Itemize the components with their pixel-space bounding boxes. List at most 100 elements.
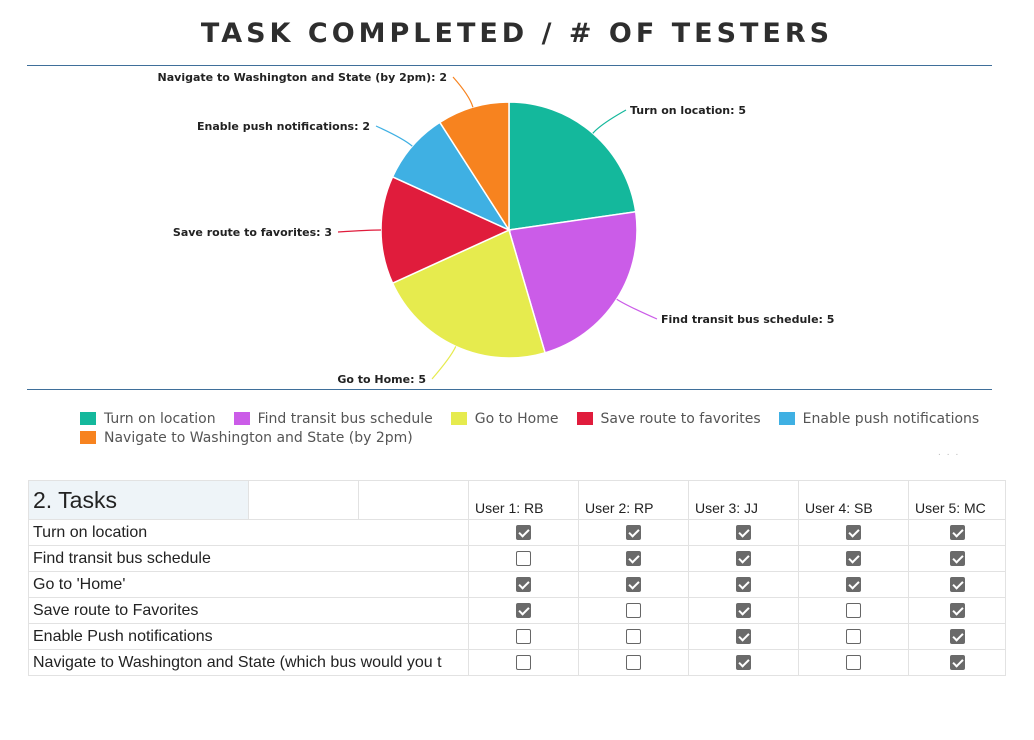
slice-label: Save route to favorites: 3 bbox=[173, 226, 332, 239]
check-cell bbox=[688, 649, 799, 676]
check-cell bbox=[908, 519, 1006, 546]
task-name: Go to 'Home' bbox=[28, 571, 469, 598]
unchecked-checkbox[interactable] bbox=[846, 602, 861, 618]
task-name: Navigate to Washington and State (which … bbox=[28, 649, 469, 676]
legend-item: Enable push notifications bbox=[778, 410, 979, 427]
slice-label: Navigate to Washington and State (by 2pm… bbox=[158, 71, 447, 84]
checked-checkbox[interactable] bbox=[846, 576, 861, 592]
chart-legend: Turn on location Find transit bus schedul… bbox=[80, 410, 980, 448]
check-cell bbox=[578, 649, 689, 676]
table-row: Navigate to Washington and State (which … bbox=[28, 649, 1006, 676]
checked-checkbox[interactable] bbox=[626, 524, 641, 540]
check-cell bbox=[468, 545, 579, 572]
user-column-header: User 3: JJ bbox=[688, 480, 799, 520]
check-cell bbox=[578, 597, 689, 624]
check-cell bbox=[798, 649, 909, 676]
task-name: Find transit bus schedule bbox=[28, 545, 469, 572]
legend-swatch bbox=[576, 412, 593, 425]
pie-slice bbox=[508, 101, 637, 231]
check-cell bbox=[468, 571, 579, 598]
table-row: Find transit bus schedule bbox=[28, 545, 1006, 572]
legend-item: Go to Home bbox=[450, 410, 559, 427]
slice-label: Turn on location: 5 bbox=[630, 104, 746, 117]
check-cell bbox=[468, 597, 579, 624]
check-cell bbox=[798, 623, 909, 650]
checked-checkbox[interactable] bbox=[516, 524, 531, 540]
unchecked-checkbox[interactable] bbox=[846, 654, 861, 670]
check-cell bbox=[578, 545, 689, 572]
slice-label: Find transit bus schedule: 5 bbox=[661, 313, 834, 326]
checked-checkbox[interactable] bbox=[736, 524, 751, 540]
unchecked-checkbox[interactable] bbox=[626, 602, 641, 618]
checked-checkbox[interactable] bbox=[516, 602, 531, 618]
empty-cell bbox=[248, 480, 359, 520]
checked-checkbox[interactable] bbox=[736, 628, 751, 644]
user-column-header: User 1: RB bbox=[468, 480, 579, 520]
check-cell bbox=[688, 597, 799, 624]
leader-line bbox=[616, 298, 658, 320]
legend-label: Find transit bus schedule bbox=[257, 410, 433, 427]
unchecked-checkbox[interactable] bbox=[626, 628, 641, 644]
table-row: Save route to Favorites bbox=[28, 597, 1006, 624]
check-cell bbox=[688, 545, 799, 572]
legend-label: Save route to favorites bbox=[600, 410, 761, 427]
checked-checkbox[interactable] bbox=[516, 576, 531, 592]
check-cell bbox=[688, 571, 799, 598]
checked-checkbox[interactable] bbox=[736, 654, 751, 670]
check-cell bbox=[908, 623, 1006, 650]
check-cell bbox=[468, 623, 579, 650]
legend-item: Turn on location bbox=[80, 410, 216, 427]
table-row: Enable Push notifications bbox=[28, 623, 1006, 650]
user-column-header: User 5: MC bbox=[908, 480, 1006, 520]
checked-checkbox[interactable] bbox=[626, 550, 641, 566]
slice-label: Enable push notifications: 2 bbox=[197, 120, 370, 133]
check-cell bbox=[688, 623, 799, 650]
check-cell bbox=[908, 545, 1006, 572]
pie-slice bbox=[380, 175, 511, 285]
task-name: Save route to Favorites bbox=[28, 597, 469, 624]
leader-line bbox=[452, 76, 474, 108]
unchecked-checkbox[interactable] bbox=[516, 550, 531, 566]
legend-swatch bbox=[80, 431, 96, 444]
table-row: Turn on location bbox=[28, 519, 1006, 546]
check-cell bbox=[578, 571, 689, 598]
leader-line bbox=[337, 229, 382, 233]
leader-line bbox=[375, 125, 413, 147]
task-name: Enable Push notifications bbox=[28, 623, 469, 650]
legend-swatch bbox=[80, 412, 96, 425]
checked-checkbox[interactable] bbox=[846, 524, 861, 540]
checked-checkbox[interactable] bbox=[949, 550, 965, 566]
unchecked-checkbox[interactable] bbox=[516, 628, 531, 644]
legend-item: Navigate to Washington and State (by 2pm… bbox=[80, 429, 413, 446]
checked-checkbox[interactable] bbox=[626, 576, 641, 592]
checked-checkbox[interactable] bbox=[949, 654, 965, 670]
check-cell bbox=[468, 519, 579, 546]
unchecked-checkbox[interactable] bbox=[516, 654, 531, 670]
legend-label: Turn on location bbox=[104, 410, 216, 427]
table-header-row: 2. Tasks User 1: RB User 2: RP User 3: JJ Us… bbox=[28, 480, 1006, 520]
checked-checkbox[interactable] bbox=[736, 550, 751, 566]
pie-slice bbox=[508, 210, 638, 354]
page-title: TASK COMPLETED / # OF TESTERS bbox=[200, 18, 834, 49]
table-row: Go to 'Home' bbox=[28, 571, 1006, 598]
check-cell bbox=[908, 649, 1006, 676]
check-cell bbox=[798, 571, 909, 598]
table-heading: 2. Tasks bbox=[28, 480, 249, 520]
checked-checkbox[interactable] bbox=[949, 602, 965, 618]
legend-swatch bbox=[233, 412, 250, 425]
slice-label: Go to Home: 5 bbox=[337, 373, 426, 386]
legend-item: Find transit bus schedule bbox=[233, 410, 433, 427]
user-column-header: User 2: RP bbox=[578, 480, 689, 520]
unchecked-checkbox[interactable] bbox=[626, 654, 641, 670]
checked-checkbox[interactable] bbox=[949, 628, 965, 644]
checked-checkbox[interactable] bbox=[949, 576, 965, 592]
checked-checkbox[interactable] bbox=[736, 602, 751, 618]
check-cell bbox=[798, 545, 909, 572]
checked-checkbox[interactable] bbox=[736, 576, 751, 592]
check-cell bbox=[908, 571, 1006, 598]
checked-checkbox[interactable] bbox=[949, 524, 965, 540]
checked-checkbox[interactable] bbox=[846, 550, 861, 566]
check-cell bbox=[688, 519, 799, 546]
unchecked-checkbox[interactable] bbox=[846, 628, 861, 644]
legend-label: Navigate to Washington and State (by 2pm… bbox=[104, 429, 413, 446]
